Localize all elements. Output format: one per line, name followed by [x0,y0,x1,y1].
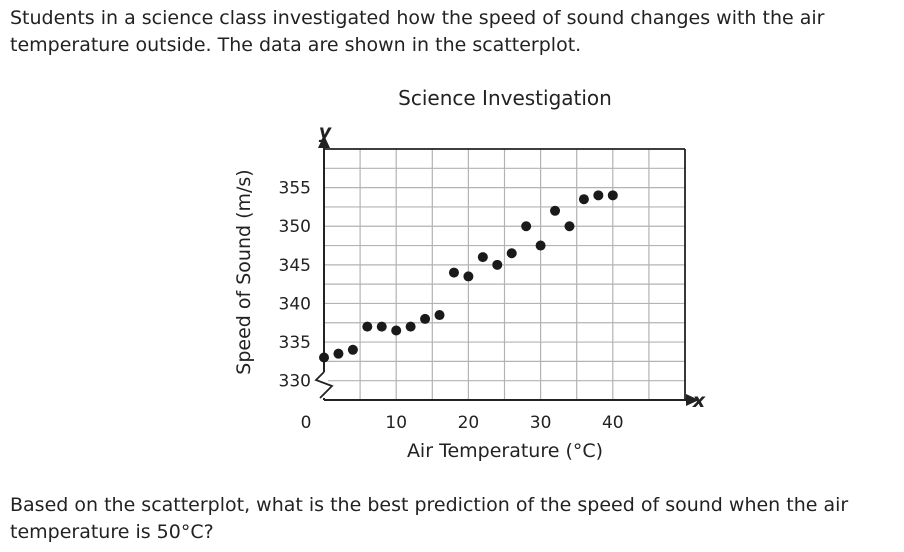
x-tick-label: 40 [602,413,624,433]
x-axis-letter: x [692,390,706,412]
data-point [434,310,445,321]
data-point [333,348,344,359]
data-point [564,221,575,232]
chart-title: Science Investigation [398,86,612,110]
data-point [448,267,459,278]
y-tick-label: 330 [279,372,311,392]
grid [324,149,685,400]
data-point [506,248,517,259]
y-axis-break-zigzag [314,371,334,399]
x-tick-label: 30 [530,413,552,433]
data-point [521,221,532,232]
x-tick-label: 10 [385,413,407,433]
y-tick-label: 350 [279,217,311,237]
data-point [391,325,402,336]
x-axis-arrow [686,394,699,406]
data-point [347,344,358,355]
x-tick-label: 0 [301,413,312,433]
data-point [550,205,561,216]
y-tick-label: 340 [279,294,311,314]
x-axis-label: Air Temperature (°C) [407,440,603,462]
y-axis-label: Speed of Sound (m/s) [233,169,255,374]
data-points [319,190,618,363]
y-tick-label: 355 [279,179,311,199]
data-point [477,252,488,263]
data-point [362,321,373,332]
data-point [463,271,474,282]
data-point [578,194,589,205]
y-axis-arrow [318,135,330,148]
data-point [376,321,387,332]
data-point [405,321,416,332]
data-point [492,259,503,270]
data-point [593,190,604,201]
scatterplot-chart: Science Investigation 0 10 20 30 40 330 335 340… [233,86,706,462]
data-point [535,240,546,251]
y-tick-label: 335 [279,333,311,353]
question-text: Based on the scatterplot, what is the be… [10,494,849,543]
tick-labels: 0 10 20 30 40 330 335 340 345 350 355 [279,179,624,433]
data-point [420,313,431,324]
x-tick-label: 20 [458,413,480,433]
y-axis-letter: y [319,121,333,143]
axes [314,135,699,406]
axis-break-mask [320,372,328,398]
data-point [319,352,329,363]
data-point [607,190,618,201]
problem-prompt: Students in a science class investigated… [10,7,825,56]
y-tick-label: 345 [279,256,311,276]
